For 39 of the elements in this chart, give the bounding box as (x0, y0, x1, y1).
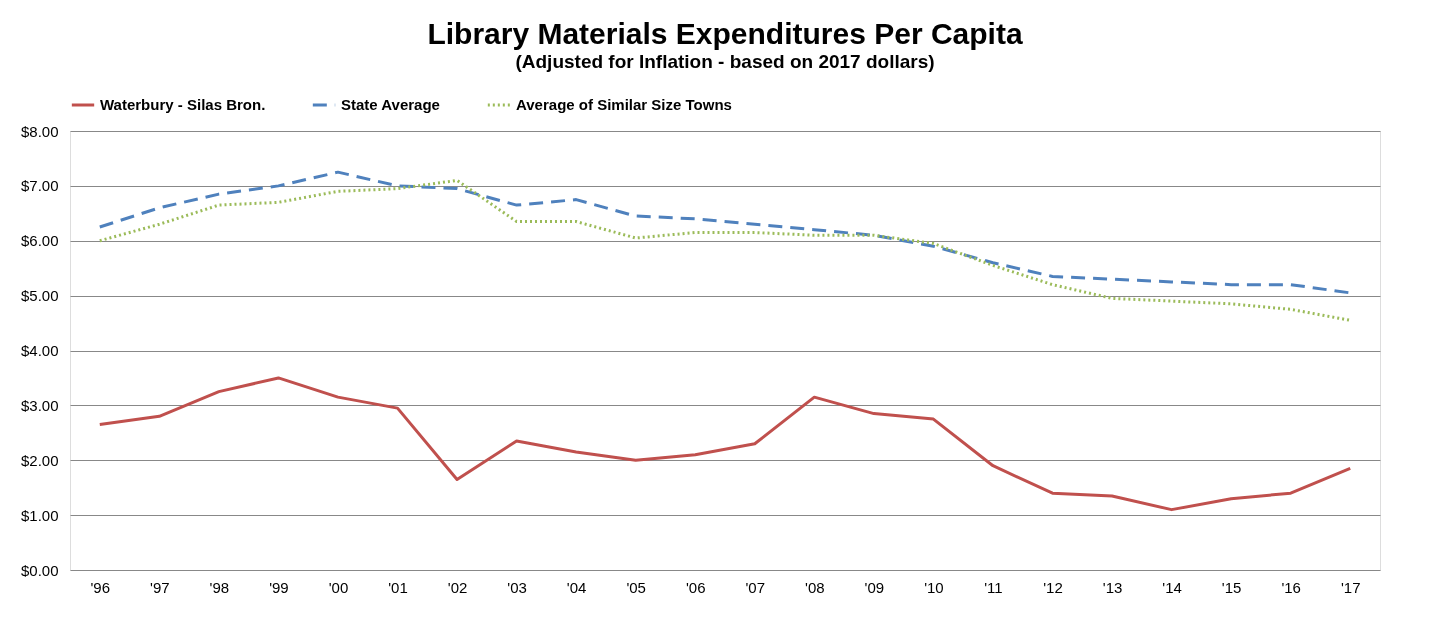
x-tick-label: '01 (388, 578, 408, 596)
x-tick-label: '03 (507, 578, 527, 596)
y-tick-label: $2.00 (20, 451, 59, 469)
y-tick-label: $7.00 (20, 177, 59, 195)
x-tick-label: '05 (626, 578, 646, 596)
line-series (98, 178, 1352, 322)
x-tick-label: '00 (328, 578, 349, 596)
x-tick-label: '08 (805, 578, 825, 596)
y-tick-label: $0.00 (20, 561, 59, 579)
y-tick-label: $8.00 (20, 122, 59, 140)
x-tick-label: '99 (269, 578, 289, 596)
x-tick-label: '97 (150, 578, 170, 596)
legend-label: State Average (341, 96, 440, 113)
chart-subtitle: (Adjusted for Inflation - based on 2017 dollars) (515, 51, 935, 72)
x-tick-label: '14 (1162, 578, 1182, 596)
y-tick-label: $1.00 (20, 506, 59, 524)
line-series (98, 376, 1352, 512)
x-tick-label: '13 (1102, 578, 1123, 596)
line-series (98, 170, 1352, 295)
legend-label: Average of Similar Size Towns (516, 96, 732, 113)
x-tick-label: '02 (447, 578, 468, 596)
y-tick-label: $5.00 (20, 287, 59, 305)
x-tick-label: '17 (1340, 578, 1361, 596)
y-tick-label: $3.00 (20, 396, 59, 414)
chart-title: Library Materials Expenditures Per Capita (427, 17, 1023, 50)
x-tick-label: '96 (90, 578, 111, 596)
x-tick-label: '12 (1043, 578, 1063, 596)
y-tick-label: $4.00 (20, 342, 59, 359)
x-tick-label: '06 (685, 578, 706, 596)
x-tick-label: '09 (864, 578, 885, 596)
y-tick-label: $6.00 (20, 232, 59, 250)
x-tick-label: '11 (984, 578, 1003, 596)
legend-label: Waterbury - Silas Bron. (100, 96, 266, 113)
x-tick-label: '10 (924, 578, 944, 596)
x-tick-label: '07 (745, 578, 766, 596)
x-tick-label: '04 (566, 578, 587, 596)
x-tick-label: '16 (1281, 578, 1301, 596)
x-tick-label: '15 (1221, 578, 1242, 596)
x-tick-label: '98 (209, 578, 230, 596)
